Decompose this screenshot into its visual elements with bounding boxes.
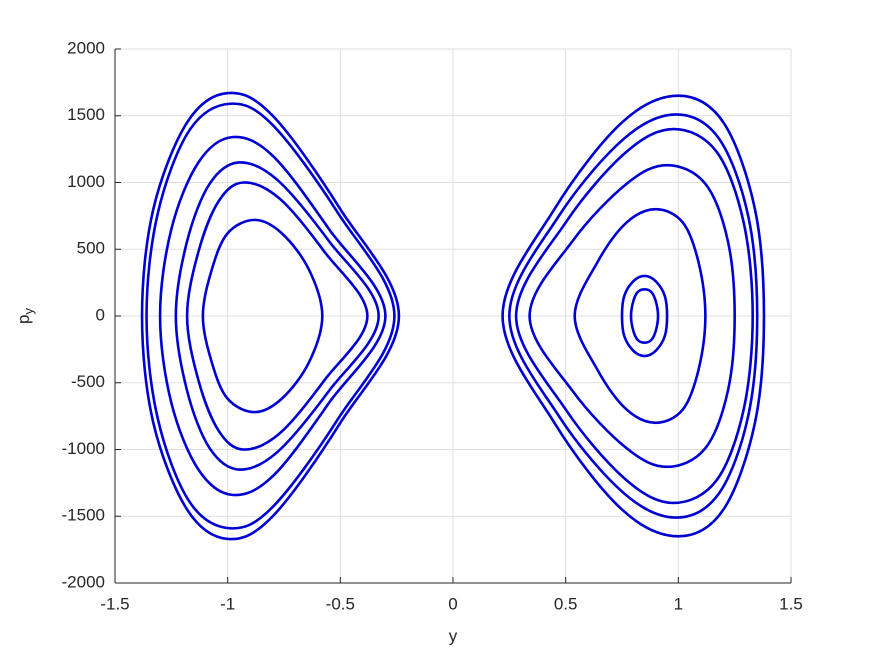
y-tick-label: -500 xyxy=(71,372,105,391)
orbit-curve xyxy=(629,287,660,345)
orbit-curve xyxy=(185,181,369,451)
orbit-curve xyxy=(528,163,736,469)
y-tick-label: 2000 xyxy=(67,38,105,57)
x-tick-label: 0 xyxy=(448,594,457,613)
x-axis-label: y xyxy=(449,626,458,645)
x-tick-label: 1.5 xyxy=(779,594,803,613)
orbit-curve xyxy=(174,161,380,471)
axes: -1.5 -1 -0.5 0 0.5 1 1.5 -2000 -1500 -1000 -500 0 50… xyxy=(62,38,803,613)
y-tick-label: -1500 xyxy=(62,506,105,525)
plot-area xyxy=(140,91,766,541)
orbit-curve xyxy=(158,135,387,497)
orbit-curve xyxy=(201,218,324,414)
y-tick-label: -2000 xyxy=(62,572,105,591)
y-tick-label: 0 xyxy=(96,305,105,324)
orbit-curve xyxy=(514,127,754,505)
y-tick-label: 1000 xyxy=(67,172,105,191)
y-tick-label: -1000 xyxy=(62,439,105,458)
orbit-curve xyxy=(620,274,669,358)
orbit-curve xyxy=(140,91,401,541)
x-tick-label: -1 xyxy=(220,594,235,613)
y-axis-label-sub: y xyxy=(21,308,36,315)
x-tick-label: 0.5 xyxy=(554,594,578,613)
orbit-curve xyxy=(145,102,396,530)
y-tick-label: 1500 xyxy=(67,105,105,124)
orbit-curve xyxy=(573,207,707,425)
y-tick-label: 500 xyxy=(77,239,105,258)
x-tick-label: -1.5 xyxy=(100,594,129,613)
orbit-curve xyxy=(508,113,759,519)
y-axis-label-main: p xyxy=(14,315,33,324)
x-tick-label: -0.5 xyxy=(326,594,355,613)
y-axis-label: py xyxy=(14,308,36,324)
orbit-curve xyxy=(501,94,766,538)
x-tick-label: 1 xyxy=(674,594,683,613)
grid xyxy=(114,48,792,584)
